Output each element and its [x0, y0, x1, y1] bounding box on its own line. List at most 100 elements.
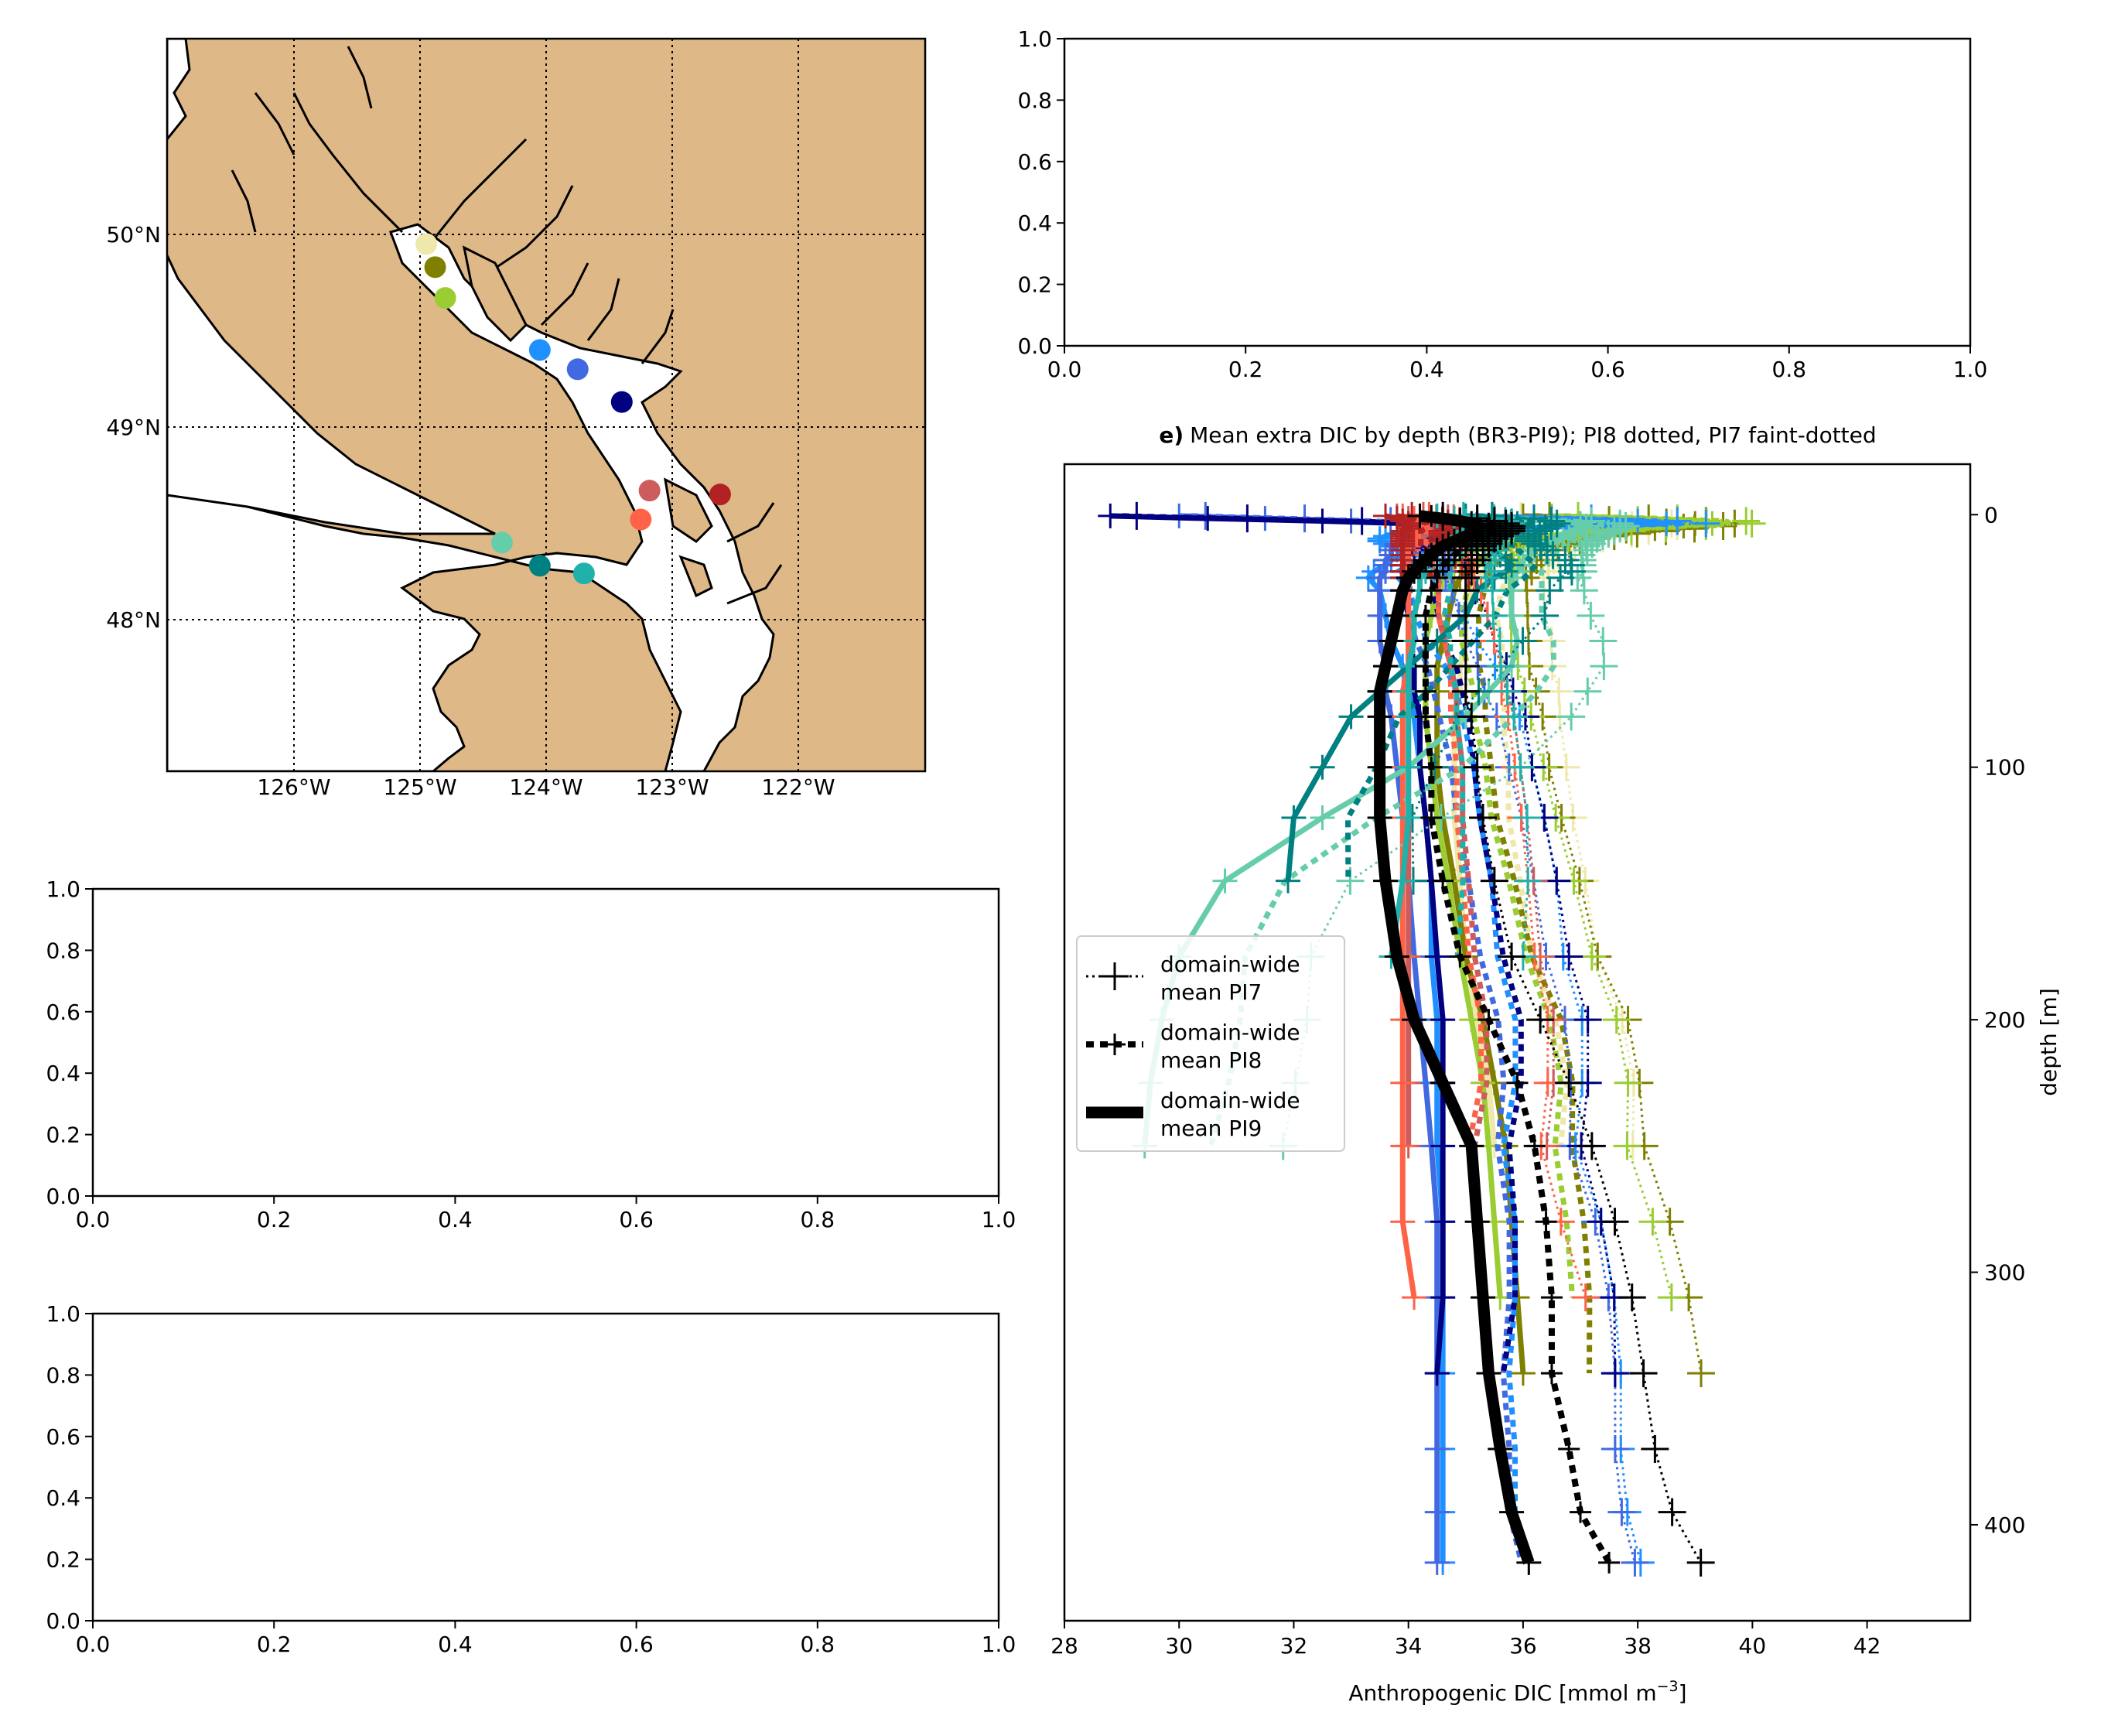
chart-means: [1367, 501, 1715, 1577]
data-point: [1535, 1211, 1557, 1233]
series-line-pi7: [1411, 514, 1573, 881]
data-point: [1506, 753, 1535, 781]
data-point: [1573, 513, 1599, 538]
data-point: [1407, 503, 1433, 528]
y-tick-label: 0.0: [46, 1608, 80, 1634]
x-axis-label-text: Anthropogenic DIC [mmol m: [1348, 1680, 1656, 1706]
data-point: [1686, 1548, 1715, 1577]
data-point: [1487, 652, 1515, 681]
map-lat-labels: 50°N 49°N 48°N: [106, 222, 161, 633]
y-tick-label: 400: [1984, 1512, 2025, 1538]
chart-title: e) Mean extra DIC by depth (BR3-PI9); PI8…: [1159, 422, 1876, 448]
data-point: [1550, 524, 1576, 549]
data-point: [1424, 1361, 1450, 1386]
data-point: [1276, 868, 1301, 894]
map-stations: [415, 233, 731, 585]
data-point: [1577, 1132, 1606, 1160]
data-point: [1570, 1501, 1592, 1523]
y-tick-label: 1.0: [46, 1301, 80, 1327]
y-tick-label: 0.4: [46, 1485, 80, 1511]
y-tick-label: 0.6: [46, 1000, 80, 1025]
map-lat-label: 49°N: [106, 415, 161, 440]
data-point: [1471, 1285, 1496, 1311]
data-point: [1451, 627, 1480, 655]
y-axis-label: depth [m]: [2036, 988, 2062, 1096]
legend-label: domain-wide: [1160, 1088, 1300, 1113]
legend-label: domain-wide: [1160, 1020, 1300, 1045]
x-tick-label: 0.2: [1228, 357, 1263, 382]
data-point: [1551, 546, 1580, 575]
data-point: [1390, 1133, 1416, 1159]
x-tick-label: 32: [1280, 1633, 1308, 1659]
data-point: [1562, 518, 1587, 544]
data-point: [1611, 511, 1640, 540]
x-tick-label: 0.6: [619, 1207, 654, 1232]
data-point: [1602, 1006, 1631, 1034]
data-point: [1601, 1359, 1629, 1388]
map-lon-label: 124°W: [509, 774, 582, 800]
data-point: [1430, 1133, 1456, 1159]
x-tick-label: 0.2: [257, 1632, 292, 1657]
data-point: [1600, 517, 1628, 545]
x-tick-label: 0.8: [1772, 357, 1807, 382]
x-tick-label: 1.0: [1953, 357, 1988, 382]
data-point: [1523, 1135, 1546, 1157]
data-point: [1464, 518, 1490, 544]
data-point: [1536, 576, 1564, 605]
data-point: [1338, 704, 1364, 730]
x-tick-label: 0.6: [1590, 357, 1625, 382]
data-point: [1378, 628, 1404, 654]
chart-frame: [1063, 463, 1972, 1622]
data-point: [1657, 1283, 1686, 1312]
x-tick-label: 1.0: [982, 1207, 1016, 1232]
data-point: [1571, 1283, 1600, 1312]
data-point: [1488, 1437, 1513, 1462]
data-point: [1424, 1550, 1450, 1575]
data-point: [1618, 1283, 1646, 1312]
series-line-pi8: [1414, 513, 1489, 1298]
data-point: [1310, 805, 1335, 830]
map-ocean: [167, 39, 191, 142]
data-point: [1692, 509, 1720, 538]
data-point: [1459, 1133, 1484, 1159]
data-point: [1430, 1285, 1456, 1311]
x-tick-label: 0.4: [438, 1632, 473, 1657]
map-lon-labels: 126°W 125°W 124°W 123°W 122°W: [257, 774, 835, 800]
data-point: [1687, 1359, 1716, 1388]
station-marker: [434, 287, 456, 309]
series-line-pi8: [1344, 513, 1542, 881]
data-point: [1533, 535, 1562, 564]
data-point: [1396, 565, 1421, 590]
data-point: [1453, 524, 1478, 549]
series-line-pi7: [1507, 514, 1753, 1298]
data-point: [1424, 537, 1450, 562]
data-point: [1390, 1209, 1416, 1235]
data-point: [1414, 706, 1437, 728]
y-tick-label: 0.6: [46, 1424, 80, 1450]
data-point: [1531, 601, 1560, 630]
station-marker: [709, 484, 731, 506]
legend-label: mean PI8: [1160, 1047, 1262, 1073]
data-point: [1430, 1007, 1456, 1033]
data-point: [1498, 942, 1526, 971]
data-point: [1424, 944, 1450, 969]
y-tick-label: 0.8: [1017, 87, 1052, 113]
data-point: [1441, 528, 1467, 554]
data-point: [1526, 1006, 1555, 1034]
data-point: [1373, 654, 1399, 679]
data-point: [1641, 1435, 1669, 1464]
x-tick-label: 42: [1853, 1633, 1881, 1659]
station-marker: [490, 531, 513, 554]
map-lon-label: 123°W: [635, 774, 709, 800]
y-tick-label: 200: [1984, 1007, 2025, 1033]
data-point: [1540, 1287, 1563, 1309]
map-lon-label: 122°W: [761, 774, 835, 800]
data-point: [1464, 1209, 1490, 1235]
data-point: [1480, 866, 1508, 895]
x-tick-label: 0.2: [257, 1207, 292, 1232]
data-point: [1310, 508, 1335, 534]
panel-e: e) Mean extra DIC by depth (BR3-PI9); PI8…: [1050, 422, 2062, 1706]
data-point: [1500, 702, 1529, 731]
data-point: [1447, 526, 1473, 552]
data-point: [1451, 652, 1480, 681]
